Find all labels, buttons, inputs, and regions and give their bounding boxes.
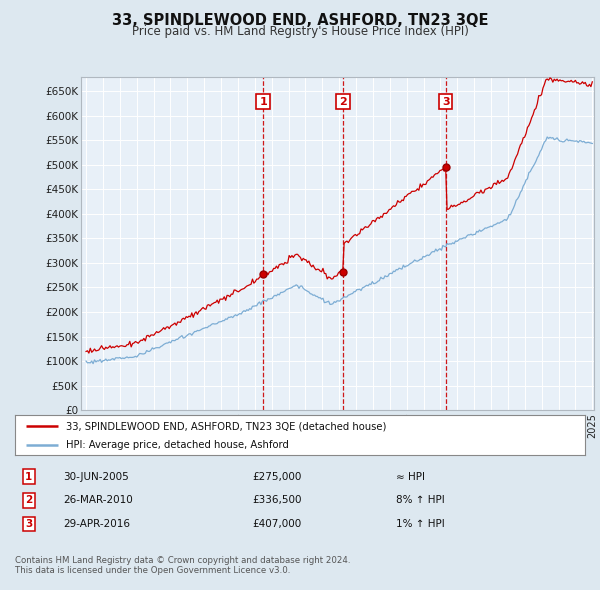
Text: 30-JUN-2005: 30-JUN-2005 (63, 472, 129, 481)
Text: ≈ HPI: ≈ HPI (396, 472, 425, 481)
Text: 1: 1 (259, 97, 267, 107)
Text: 2: 2 (339, 97, 347, 107)
Text: 8% ↑ HPI: 8% ↑ HPI (396, 496, 445, 505)
Text: 29-APR-2016: 29-APR-2016 (63, 519, 130, 529)
Text: Contains HM Land Registry data © Crown copyright and database right 2024.
This d: Contains HM Land Registry data © Crown c… (15, 556, 350, 575)
Text: £275,000: £275,000 (252, 472, 301, 481)
Text: 26-MAR-2010: 26-MAR-2010 (63, 496, 133, 505)
Text: 33, SPINDLEWOOD END, ASHFORD, TN23 3QE: 33, SPINDLEWOOD END, ASHFORD, TN23 3QE (112, 13, 488, 28)
Text: 1% ↑ HPI: 1% ↑ HPI (396, 519, 445, 529)
Text: 3: 3 (25, 519, 32, 529)
Text: £407,000: £407,000 (252, 519, 301, 529)
Text: 33, SPINDLEWOOD END, ASHFORD, TN23 3QE (detached house): 33, SPINDLEWOOD END, ASHFORD, TN23 3QE (… (66, 422, 386, 432)
Text: 3: 3 (442, 97, 449, 107)
Text: 2: 2 (25, 496, 32, 505)
Text: 1: 1 (25, 472, 32, 481)
Text: £336,500: £336,500 (252, 496, 302, 505)
Text: HPI: Average price, detached house, Ashford: HPI: Average price, detached house, Ashf… (66, 440, 289, 450)
Text: Price paid vs. HM Land Registry's House Price Index (HPI): Price paid vs. HM Land Registry's House … (131, 25, 469, 38)
